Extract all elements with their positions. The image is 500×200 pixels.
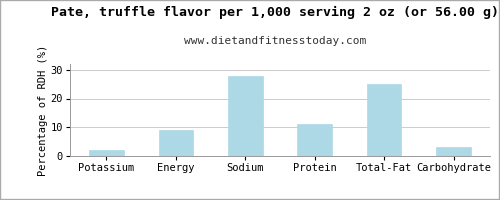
Y-axis label: Percentage of RDH (%): Percentage of RDH (%) [38, 44, 48, 176]
Bar [436, 147, 471, 156]
Bar [158, 130, 193, 156]
Text: Pate, truffle flavor per 1,000 serving 2 oz (or 56.00 g): Pate, truffle flavor per 1,000 serving 2… [51, 6, 499, 19]
Bar [298, 124, 332, 156]
Bar [89, 150, 124, 156]
Text: www.dietandfitnesstoday.com: www.dietandfitnesstoday.com [184, 36, 366, 46]
Bar [228, 75, 262, 156]
Bar [367, 84, 402, 156]
